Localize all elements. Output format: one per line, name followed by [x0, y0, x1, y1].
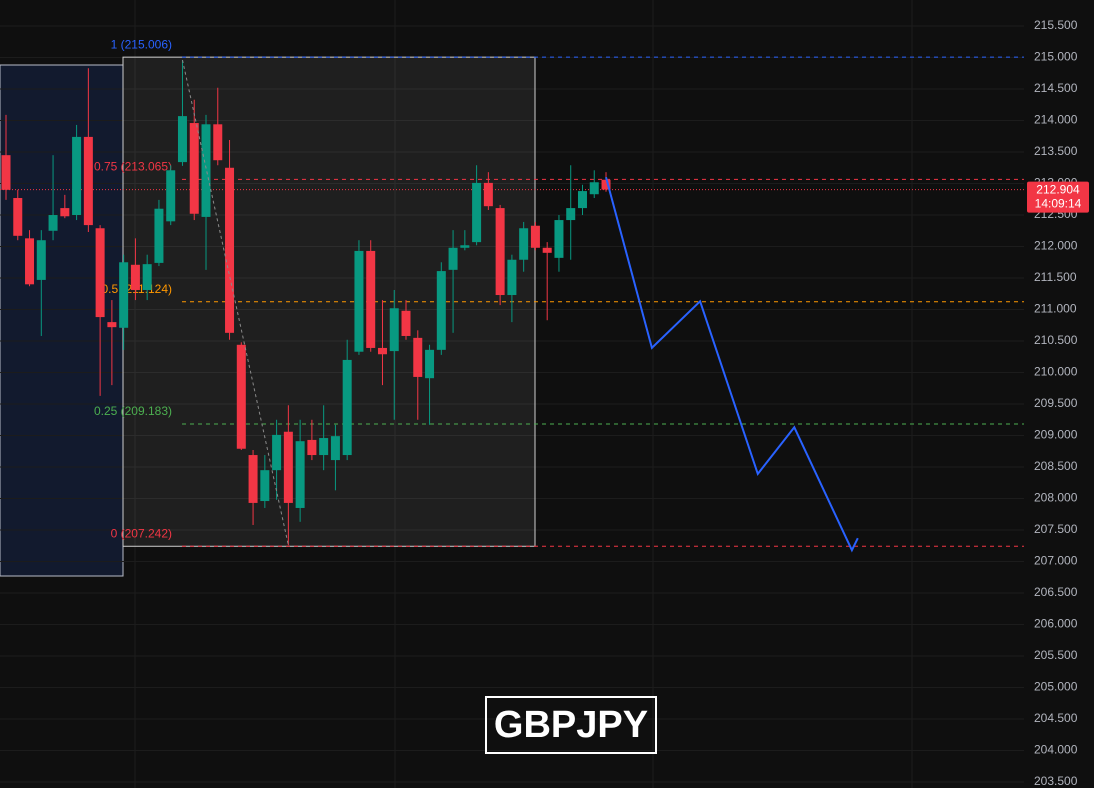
y-tick-label: 208.000 [1034, 491, 1078, 505]
y-tick-label: 207.500 [1034, 522, 1078, 536]
y-tick-label: 213.500 [1034, 144, 1078, 158]
fib-label: 0 (207.242) [111, 526, 172, 540]
candle-body [213, 124, 223, 161]
candle-body [295, 441, 305, 508]
candle-body [189, 123, 199, 214]
fib-label: 0.25 (209.183) [94, 404, 172, 418]
candle-body [307, 439, 317, 456]
y-tick-label: 205.000 [1034, 680, 1078, 694]
y-tick-label: 210.500 [1034, 333, 1078, 347]
y-tick-label: 208.500 [1034, 459, 1078, 473]
candle-body [272, 434, 282, 471]
candle-body [60, 208, 70, 217]
y-tick-label: 214.000 [1034, 113, 1078, 127]
price-tag-countdown: 14:09:14 [1035, 197, 1082, 211]
candle-body [154, 208, 164, 263]
y-tick-label: 205.500 [1034, 648, 1078, 662]
y-tick-label: 212.000 [1034, 239, 1078, 253]
candle-body [542, 247, 552, 253]
candle-body [248, 455, 258, 503]
candle-body [425, 349, 435, 379]
y-tick-label: 214.500 [1034, 81, 1078, 95]
candle-body [119, 262, 129, 328]
plot: 1 (215.006)0.75 (213.065)0.5 (211.124)0.… [0, 37, 1024, 553]
candle-body [48, 215, 58, 231]
candle-body [142, 264, 152, 290]
vertical-grid [134, 0, 913, 788]
y-tick-label: 211.500 [1034, 270, 1077, 284]
fib-anchor [181, 59, 289, 546]
range-box [0, 64, 124, 577]
candle-body [72, 136, 82, 216]
candle-body [1, 155, 11, 190]
candle-body [566, 208, 576, 221]
y-tick-label: 210.000 [1034, 365, 1078, 379]
candle-body [83, 136, 93, 226]
candle-body [25, 238, 35, 285]
y-tick-label: 206.000 [1034, 617, 1078, 631]
candle-body [130, 264, 140, 290]
y-tick-label: 215.000 [1034, 50, 1078, 64]
y-tick-label: 203.500 [1034, 774, 1078, 788]
candle-body [330, 436, 340, 461]
candle-body [448, 247, 458, 270]
candle-body [107, 322, 117, 328]
candle-body [166, 170, 176, 222]
candle-body [389, 308, 399, 352]
y-tick-label: 215.500 [1034, 18, 1078, 32]
candle-body [519, 228, 529, 260]
candle-body [460, 245, 470, 248]
candle-body [495, 208, 505, 296]
candle-body [413, 337, 423, 377]
candle-body [36, 240, 46, 280]
candle-body [283, 431, 293, 503]
fib-label: 0.75 (213.065) [94, 160, 172, 174]
candle-body [436, 271, 446, 350]
candle-body [95, 228, 105, 318]
fib-label: 1 (215.006) [111, 37, 172, 51]
candle-body [589, 182, 599, 195]
candle-body [554, 220, 564, 258]
y-tick-label: 206.500 [1034, 585, 1078, 599]
candle-body [601, 179, 611, 190]
y-tick-label: 204.000 [1034, 743, 1078, 757]
candle-body [319, 438, 329, 456]
candle-body [401, 310, 411, 336]
candle-body [577, 191, 587, 209]
watermark-box [485, 696, 657, 754]
candle-body [472, 182, 482, 243]
candle-body [260, 470, 270, 502]
candle-body [13, 198, 23, 236]
candle-body [354, 250, 364, 352]
watermark: GBPJPY [494, 704, 648, 746]
y-tick-label: 211.000 [1034, 302, 1077, 316]
y-tick-label: 209.000 [1034, 428, 1078, 442]
candle-body [530, 225, 540, 248]
price-tag [1027, 181, 1089, 213]
candle-body [483, 182, 493, 207]
candle-body [507, 259, 517, 296]
candle-body [366, 250, 376, 348]
candle-body [236, 344, 246, 449]
candle-body [201, 124, 211, 217]
candle-body [225, 167, 235, 333]
candle-body [377, 347, 387, 355]
candle-body [342, 359, 352, 456]
y-tick-label: 209.500 [1034, 396, 1078, 410]
price-tag-value: 212.904 [1036, 183, 1080, 197]
y-tick-label: 204.500 [1034, 711, 1078, 725]
candle-body [177, 116, 187, 163]
y-tick-label: 207.000 [1034, 554, 1078, 568]
projection-line [605, 176, 859, 553]
